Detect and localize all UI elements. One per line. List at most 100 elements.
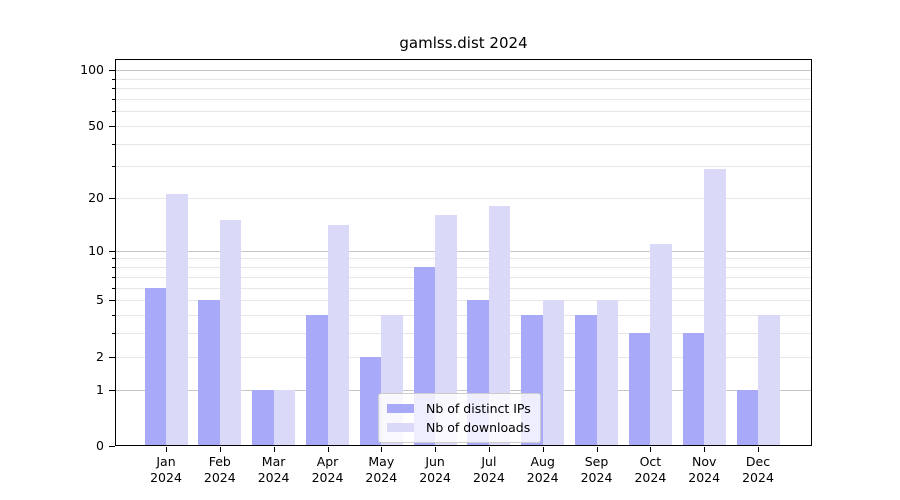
- month-label: Mar: [261, 454, 286, 469]
- x-axis-tick-label: Oct 2024: [618, 454, 682, 486]
- x-axis-tick: [435, 447, 437, 452]
- x-axis-tick: [542, 447, 544, 452]
- minor-gridline: [116, 78, 811, 80]
- month-label: May: [368, 454, 395, 469]
- x-axis-tick: [273, 447, 275, 452]
- y-axis-tick-label: 10: [88, 242, 104, 258]
- bar-downloads-jun: [435, 215, 457, 446]
- bar-downloads-jul: [488, 206, 511, 446]
- y-axis-tick: [109, 125, 115, 127]
- bar-distinct-ips-apr: [306, 314, 328, 446]
- bar-downloads-dec: [758, 314, 780, 446]
- bar-distinct-ips-dec: [736, 389, 758, 446]
- year-label: 2024: [203, 470, 236, 485]
- y-axis-minor-tick: [112, 166, 115, 168]
- y-axis-minor-tick: [112, 276, 115, 278]
- minor-gridline: [116, 267, 811, 268]
- bar-distinct-ips-may: [359, 356, 382, 446]
- month-label: Jun: [425, 454, 445, 469]
- x-axis-tick: [166, 447, 167, 452]
- year-label: 2024: [634, 470, 667, 485]
- legend-label-downloads: Nb of downloads: [426, 420, 531, 435]
- month-label: Nov: [691, 454, 717, 469]
- y-axis-minor-tick: [112, 143, 115, 145]
- y-axis-minor-tick: [112, 111, 115, 113]
- bar-distinct-ips-mar: [252, 389, 274, 446]
- y-axis-tick-label: 0: [96, 438, 104, 453]
- x-axis-tick-label: Jun 2024: [403, 454, 467, 486]
- major-gridline: [116, 70, 811, 71]
- minor-gridline: [116, 111, 811, 113]
- minor-gridline: [116, 356, 811, 358]
- bar-distinct-ips-nov: [682, 333, 705, 446]
- y-axis-minor-tick: [112, 267, 115, 268]
- x-axis-tick-label: Nov 2024: [672, 454, 736, 486]
- year-label: 2024: [472, 470, 505, 485]
- legend: Nb of distinct IPs Nb of downloads: [378, 393, 541, 443]
- y-axis-tick-label: 20: [88, 190, 104, 205]
- y-axis-tick: [109, 389, 115, 391]
- month-label: Jan: [156, 454, 176, 469]
- bar-distinct-ips-oct: [628, 333, 651, 446]
- bar-distinct-ips-jan: [144, 287, 166, 446]
- x-axis-tick-label: Dec 2024: [726, 454, 790, 486]
- y-axis-minor-tick: [112, 287, 115, 289]
- minor-gridline: [116, 258, 811, 260]
- y-axis-tick: [109, 300, 115, 301]
- month-label: Oct: [639, 454, 662, 469]
- legend-item-downloads: Nb of downloads: [387, 418, 531, 437]
- minor-gridline: [116, 125, 811, 127]
- bar-downloads-aug: [542, 300, 565, 446]
- minor-gridline: [116, 88, 811, 89]
- y-axis-tick-label: 2: [96, 348, 104, 364]
- bar-distinct-ips-feb: [198, 300, 220, 446]
- x-axis-tick-label: Jan 2024: [134, 454, 198, 486]
- minor-gridline: [116, 300, 811, 301]
- legend-item-distinct-ips: Nb of distinct IPs: [387, 399, 531, 418]
- x-axis-tick: [596, 447, 598, 452]
- x-axis-tick-label: Jul 2024: [457, 454, 521, 486]
- bar-distinct-ips-sep: [575, 314, 597, 446]
- x-axis-tick: [219, 447, 221, 452]
- x-axis-tick: [704, 447, 706, 452]
- minor-gridline: [116, 333, 811, 335]
- y-axis-tick: [109, 70, 115, 71]
- y-axis-tick: [109, 198, 115, 199]
- major-gridline: [116, 389, 811, 391]
- bar-downloads-feb: [219, 220, 242, 446]
- bar-downloads-oct: [650, 243, 672, 446]
- y-axis-tick-label: 50: [88, 117, 104, 133]
- x-axis-tick-label: Sep 2024: [565, 454, 629, 486]
- year-label: 2024: [580, 470, 613, 485]
- x-axis-tick-label: Aug 2024: [511, 454, 575, 486]
- year-label: 2024: [688, 470, 721, 485]
- bar-downloads-apr: [327, 225, 349, 446]
- y-axis-tick: [109, 356, 115, 358]
- month-label: Dec: [745, 454, 771, 469]
- month-label: Feb: [208, 454, 231, 469]
- month-label: Aug: [530, 454, 555, 469]
- minor-gridline: [116, 314, 811, 316]
- minor-gridline: [116, 276, 811, 278]
- y-axis-minor-tick: [112, 314, 115, 316]
- x-axis-tick-label: Apr 2024: [296, 454, 360, 486]
- minor-gridline: [116, 98, 811, 100]
- month-label: Sep: [584, 454, 609, 469]
- legend-swatch-distinct-ips-icon: [387, 404, 414, 413]
- legend-label-distinct-ips: Nb of distinct IPs: [426, 401, 531, 416]
- x-axis-tick-label: Feb 2024: [188, 454, 252, 486]
- x-axis-tick: [327, 447, 329, 452]
- y-axis-minor-tick: [112, 88, 115, 89]
- year-label: 2024: [150, 470, 182, 485]
- y-axis-tick-label: 5: [96, 292, 104, 307]
- chart-title: gamlss.dist 2024: [399, 34, 528, 52]
- x-axis-tick: [381, 447, 383, 452]
- year-label: 2024: [365, 470, 398, 485]
- y-axis-minor-tick: [112, 333, 115, 335]
- year-label: 2024: [526, 470, 559, 485]
- x-axis-tick-label: Mar 2024: [242, 454, 306, 486]
- minor-gridline: [116, 143, 811, 145]
- bar-downloads-jan: [166, 194, 188, 446]
- x-axis-tick-label: May 2024: [349, 454, 413, 486]
